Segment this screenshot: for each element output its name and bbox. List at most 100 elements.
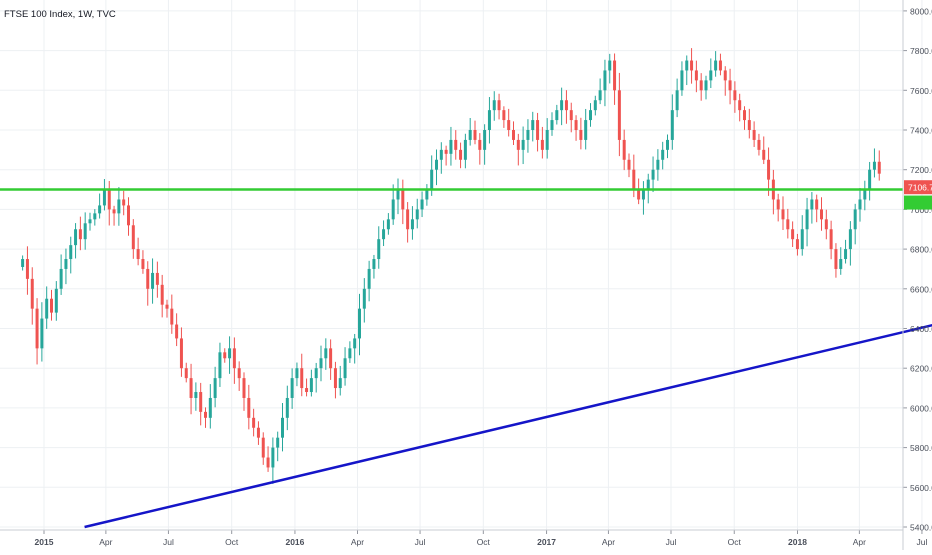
- time-tick-label: 2018: [788, 537, 807, 547]
- candle: [685, 55, 689, 86]
- candle-body: [300, 368, 304, 389]
- candle: [738, 93, 742, 122]
- candle: [848, 221, 852, 266]
- candle-body: [179, 338, 183, 369]
- last-price-badge: 7106.7: [904, 180, 932, 195]
- candle-body: [406, 209, 410, 230]
- time-tick-label: 2016: [285, 537, 304, 547]
- candle-body: [704, 80, 708, 91]
- candle-body: [463, 139, 467, 160]
- candle: [160, 274, 164, 318]
- candle: [781, 196, 785, 230]
- candle-body: [815, 199, 819, 210]
- candle: [516, 133, 520, 166]
- candle: [627, 153, 631, 178]
- candle: [107, 181, 111, 226]
- price-tick-label: 7800.0: [910, 46, 932, 56]
- candle-body: [483, 130, 487, 150]
- candle-body: [497, 100, 501, 111]
- candle-body: [718, 60, 722, 71]
- candle-body: [329, 348, 333, 369]
- candle: [127, 197, 130, 236]
- candle-body: [579, 130, 583, 140]
- candle: [468, 117, 472, 146]
- candle: [401, 179, 405, 225]
- candle-body: [256, 427, 260, 438]
- candle-body: [786, 219, 790, 230]
- candle-body: [415, 209, 419, 220]
- candle-body: [358, 308, 361, 339]
- candle: [564, 90, 568, 124]
- candle-body: [112, 209, 116, 214]
- candle-body: [555, 110, 559, 121]
- price-tick-label: 6600.0: [910, 284, 932, 294]
- candle: [743, 106, 746, 130]
- candle: [757, 133, 761, 156]
- candle: [266, 446, 270, 472]
- candle: [179, 327, 183, 377]
- candle: [406, 202, 410, 243]
- candle: [858, 188, 862, 222]
- candle: [117, 187, 121, 226]
- candle: [338, 365, 342, 396]
- grid-layer: [0, 0, 923, 530]
- candle: [165, 299, 169, 318]
- time-tick-label: Oct: [728, 537, 742, 547]
- candle-body: [714, 60, 718, 71]
- candle-body: [189, 378, 193, 398]
- candle: [680, 61, 684, 96]
- candle-body: [175, 324, 179, 339]
- candle: [151, 258, 155, 304]
- candle: [170, 294, 174, 334]
- candle-body: [738, 100, 742, 111]
- candle-body: [208, 397, 212, 418]
- candle: [50, 289, 53, 321]
- candle-body: [136, 249, 140, 260]
- candle: [839, 247, 843, 275]
- time-tick-label: Jul: [163, 537, 174, 547]
- candle: [155, 261, 159, 298]
- time-tick-label: Jul: [917, 537, 928, 547]
- candle-body: [54, 288, 58, 313]
- candle: [694, 60, 698, 93]
- candle: [820, 197, 823, 231]
- candle-body: [487, 110, 491, 130]
- candle-body: [333, 368, 337, 389]
- candle: [613, 53, 617, 105]
- candle: [776, 193, 780, 222]
- candle: [64, 248, 68, 285]
- candle: [637, 178, 641, 205]
- candle-body: [348, 348, 352, 359]
- candle: [93, 209, 97, 226]
- candle: [194, 382, 198, 411]
- candle-body: [266, 457, 270, 468]
- candle-body: [478, 139, 482, 150]
- candle: [358, 293, 361, 356]
- time-tick-label: Oct: [225, 537, 239, 547]
- candle-body: [242, 378, 246, 398]
- time-tick-label: Apr: [351, 537, 364, 547]
- candle-body: [492, 100, 496, 111]
- candle-body: [102, 189, 106, 206]
- candle-body: [641, 189, 645, 200]
- candle-body: [290, 378, 294, 398]
- candle: [396, 178, 400, 215]
- candle: [252, 408, 256, 437]
- candle-body: [646, 179, 650, 190]
- candle-body: [757, 139, 761, 150]
- candle: [281, 402, 284, 452]
- candle-body: [131, 225, 135, 250]
- candle: [348, 341, 352, 363]
- candle: [122, 190, 126, 216]
- candle: [425, 184, 429, 206]
- candle: [256, 421, 260, 445]
- time-tick-label: Apr: [602, 537, 615, 547]
- candle: [771, 169, 775, 215]
- candle-body: [98, 205, 102, 214]
- candle-body: [598, 90, 602, 101]
- candle-body: [155, 272, 159, 285]
- candle: [223, 348, 227, 363]
- price-tick-label: 6400.0: [910, 324, 932, 334]
